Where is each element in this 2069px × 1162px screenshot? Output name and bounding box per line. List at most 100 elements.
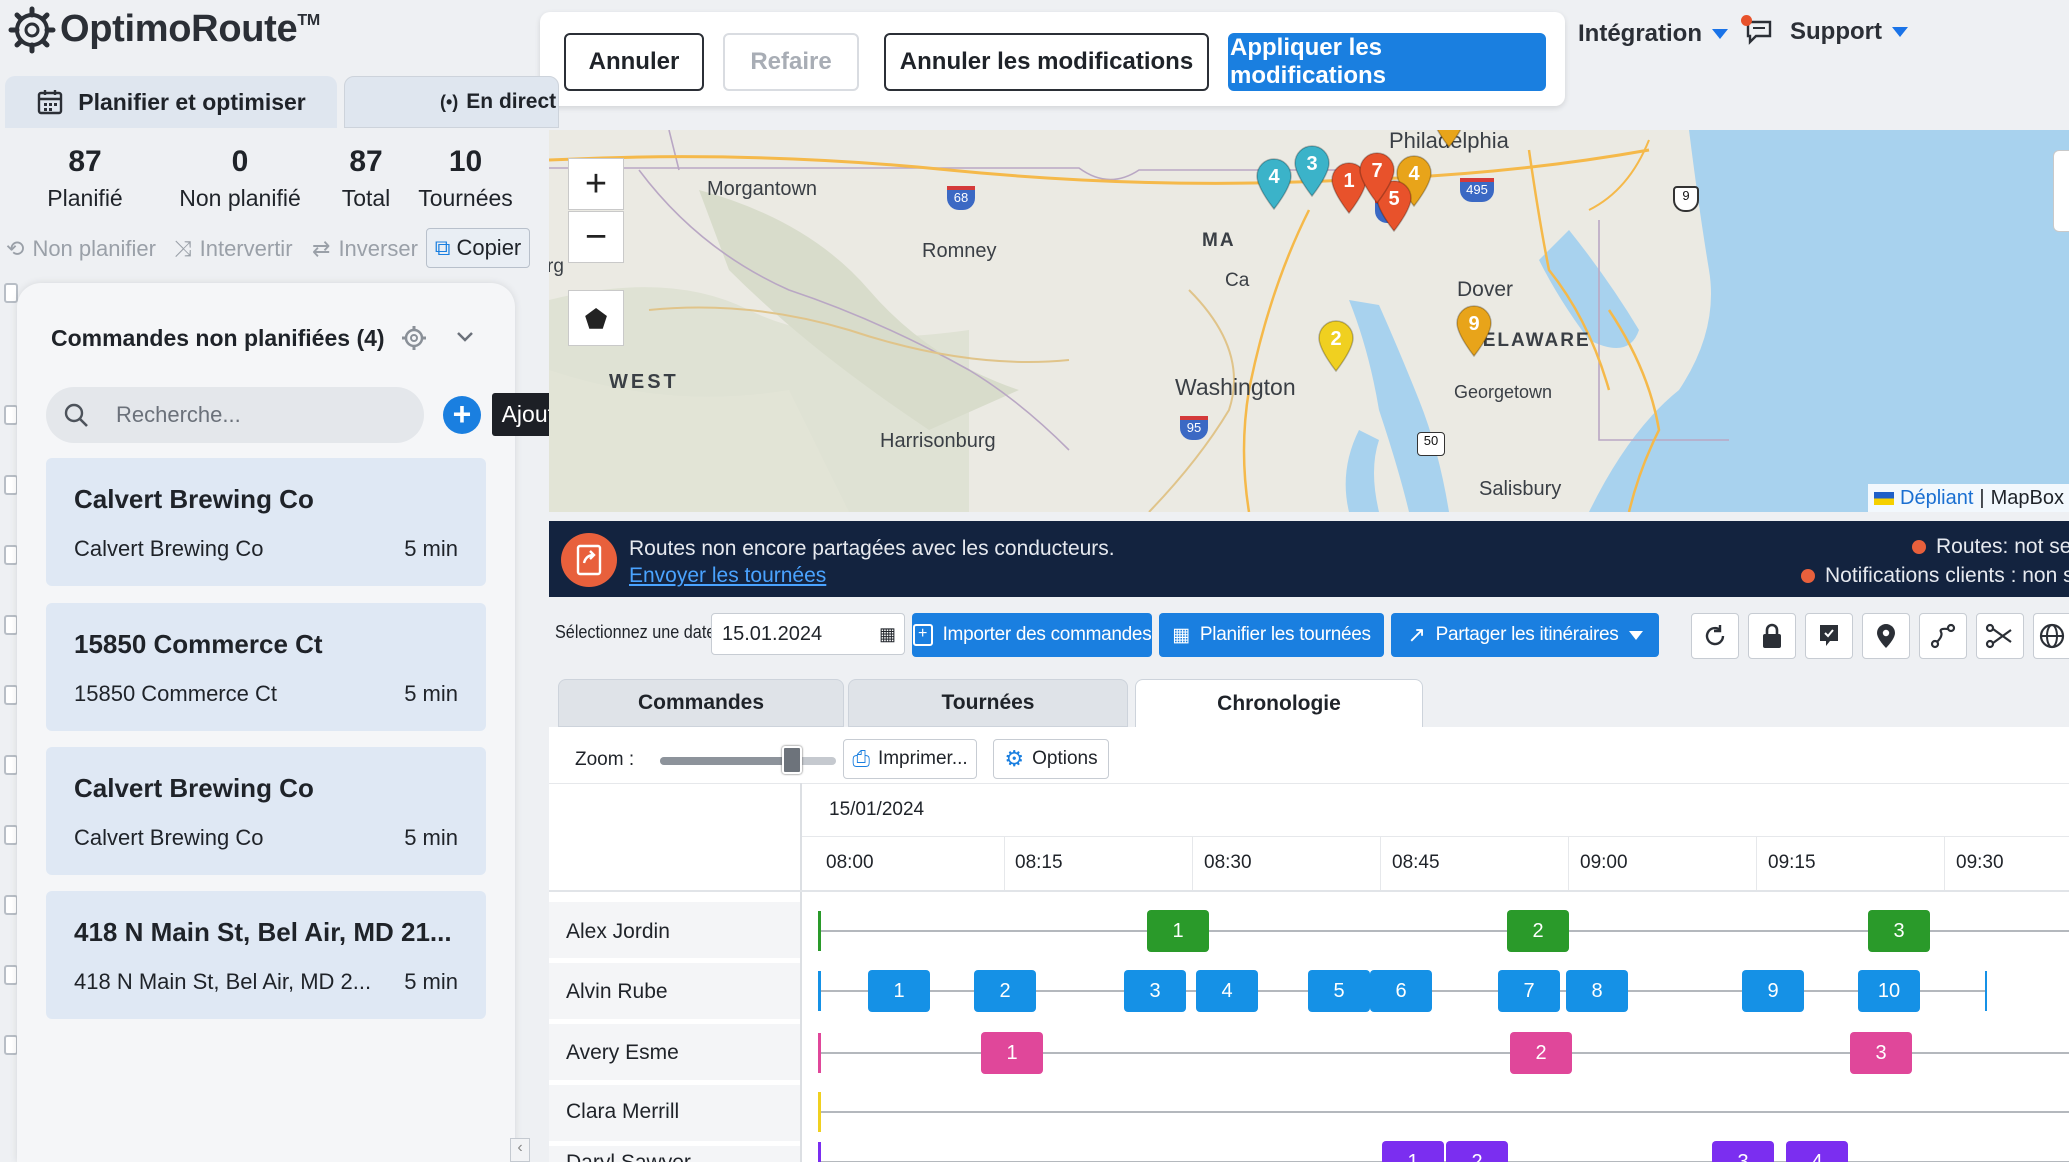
search-icon: [64, 403, 88, 427]
row-checkbox[interactable]: [4, 405, 18, 425]
timeline-stop[interactable]: 2: [1446, 1141, 1508, 1162]
tab-timeline[interactable]: Chronologie: [1135, 679, 1423, 728]
unplan-button[interactable]: ⟲ Non planifier: [6, 236, 156, 261]
copy-button[interactable]: ⧉ Copier: [426, 228, 530, 268]
timeline-stop[interactable]: 4: [1196, 970, 1258, 1012]
timeline-stop[interactable]: 1: [1147, 910, 1209, 952]
route-start-marker: [818, 1142, 821, 1162]
timeline-stop[interactable]: 4: [1786, 1141, 1848, 1162]
apply-changes-button[interactable]: Appliquer les modifications: [1228, 33, 1546, 91]
globe-icon[interactable]: [2033, 613, 2069, 659]
route-start-marker: [818, 971, 821, 1011]
row-checkbox[interactable]: [4, 755, 18, 775]
row-checkbox[interactable]: [4, 615, 18, 635]
mapbox-link[interactable]: MapBox: [1990, 486, 2064, 509]
map-pin[interactable]: 9: [1455, 305, 1493, 358]
map-pin[interactable]: 2: [1317, 320, 1355, 373]
svg-text:5: 5: [1388, 188, 1399, 210]
draw-polygon-button[interactable]: ⬟: [568, 290, 624, 346]
timeline-stop[interactable]: 3: [1850, 1032, 1912, 1074]
row-checkbox[interactable]: [4, 545, 18, 565]
timeline-panel: [549, 727, 2069, 1162]
date-input[interactable]: 15.01.2024 ▦: [711, 613, 905, 655]
location-pin-icon[interactable]: [1862, 613, 1910, 659]
import-orders-button[interactable]: + Importer des commandes: [912, 613, 1152, 657]
divider: [802, 836, 2069, 837]
timeline-stop[interactable]: 7: [1498, 970, 1560, 1012]
stat-planned: 87 Planifié: [47, 145, 123, 211]
order-card[interactable]: 418 N Main St, Bel Air, MD 21... 418 N Ma…: [46, 891, 486, 1019]
logo[interactable]: [8, 6, 56, 54]
row-checkbox[interactable]: [4, 965, 18, 985]
chevron-down-icon[interactable]: [454, 326, 476, 353]
tab-routes[interactable]: Tournées: [848, 679, 1128, 727]
settings-gear-icon[interactable]: [400, 324, 428, 357]
lock-icon[interactable]: [1748, 613, 1796, 659]
timeline-stop[interactable]: 9: [1742, 970, 1804, 1012]
add-order-button[interactable]: +: [443, 396, 481, 434]
redo-button[interactable]: Refaire: [723, 33, 859, 91]
search-input[interactable]: [116, 399, 406, 431]
zoom-slider-thumb[interactable]: [782, 746, 802, 774]
tab-live[interactable]: (•) En direct: [344, 76, 559, 128]
zoom-out-button[interactable]: −: [568, 211, 624, 263]
refresh-icon[interactable]: [1691, 613, 1739, 659]
tick: [1192, 836, 1193, 890]
timeline-stop[interactable]: 1: [1382, 1141, 1444, 1162]
row-checkbox[interactable]: [4, 895, 18, 915]
divider: [549, 890, 2069, 892]
send-routes-link[interactable]: Envoyer les tournées: [629, 564, 827, 587]
tab-plan-optimize[interactable]: Planifier et optimiser: [5, 76, 337, 128]
interstate-shield: 68: [947, 186, 975, 210]
map-pin[interactable]: 1: [1330, 162, 1368, 215]
timeline-stop[interactable]: 6: [1370, 970, 1432, 1012]
timeline-stop[interactable]: 1: [981, 1032, 1043, 1074]
swap-button[interactable]: ⤨ Intervertir: [174, 236, 293, 261]
leaflet-link[interactable]: Dépliant: [1900, 486, 1974, 509]
row-checkbox[interactable]: [4, 825, 18, 845]
options-button[interactable]: ⚙ Options: [993, 739, 1109, 779]
map-pin[interactable]: 7: [1358, 152, 1396, 205]
flag-marker-icon[interactable]: [1805, 613, 1853, 659]
timeline-stop[interactable]: 10: [1858, 970, 1920, 1012]
timeline-stop[interactable]: 3: [1868, 910, 1930, 952]
route-map[interactable]: Philadelphia Morgantown Romney Dover DEL…: [549, 130, 2069, 512]
integration-menu[interactable]: Intégration: [1578, 20, 1728, 48]
split-route-icon[interactable]: [1976, 613, 2024, 659]
plan-routes-button[interactable]: ▦ Planifier les tournées: [1159, 613, 1384, 657]
map-pin[interactable]: 3: [1293, 145, 1331, 198]
order-card[interactable]: Calvert Brewing Co Calvert Brewing Co 5 mi…: [46, 747, 486, 875]
timeline-stop[interactable]: 2: [974, 970, 1036, 1012]
timeline-stop[interactable]: 1: [868, 970, 930, 1012]
row-checkbox[interactable]: [4, 283, 18, 303]
timeline-stop[interactable]: 3: [1124, 970, 1186, 1012]
row-checkbox[interactable]: [4, 475, 18, 495]
row-bg: [549, 1024, 800, 1080]
collapse-panel-button[interactable]: ‹: [510, 1138, 530, 1162]
map-label: Romney: [922, 240, 997, 262]
order-card[interactable]: Calvert Brewing Co Calvert Brewing Co 5 mi…: [46, 458, 486, 586]
cancel-changes-button[interactable]: Annuler les modifications: [884, 33, 1209, 91]
print-button[interactable]: ⎙ Imprimer...: [843, 739, 977, 779]
timeline-stop[interactable]: 5: [1308, 970, 1370, 1012]
timeline-stop[interactable]: 3: [1712, 1141, 1774, 1162]
map-pin[interactable]: 7: [1430, 130, 1468, 149]
support-menu[interactable]: Support: [1741, 15, 1908, 46]
row-checkbox[interactable]: [4, 685, 18, 705]
map-pin[interactable]: 5: [1375, 180, 1413, 233]
undo-button[interactable]: Annuler: [564, 33, 704, 91]
map-side-control[interactable]: [2053, 150, 2069, 232]
share-itineraries-button[interactable]: ↗ Partager les itinéraires: [1391, 613, 1659, 657]
zoom-in-button[interactable]: +: [568, 158, 624, 210]
tab-orders[interactable]: Commandes: [558, 679, 844, 727]
timeline-stop[interactable]: 2: [1507, 910, 1569, 952]
order-card[interactable]: 15850 Commerce Ct 15850 Commerce Ct 5 min: [46, 603, 486, 731]
timeline-stop[interactable]: 8: [1566, 970, 1628, 1012]
row-checkbox[interactable]: [4, 1035, 18, 1055]
calendar-icon[interactable]: ▦: [878, 624, 896, 644]
reverse-button[interactable]: ⇄ Inverser: [312, 236, 418, 261]
map-pin[interactable]: 4: [1255, 158, 1293, 211]
route-icon[interactable]: [1919, 613, 1967, 659]
timeline-stop[interactable]: 2: [1510, 1032, 1572, 1074]
attr-separator: |: [1979, 486, 1985, 509]
